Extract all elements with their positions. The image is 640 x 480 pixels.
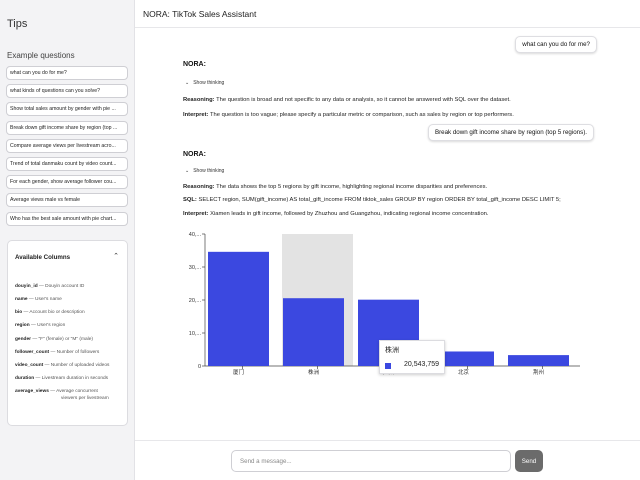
tooltip-title: 株洲: [385, 347, 399, 354]
chart-x-tick-label: 厦门: [233, 368, 244, 376]
column-item: follower_count — Number of followers: [15, 350, 100, 355]
column-name: bio: [15, 310, 23, 315]
chart-bar: [283, 298, 344, 366]
reasoning-label: Reasoning:: [183, 97, 215, 103]
chevron-down-icon: ⌄: [185, 168, 190, 174]
chevron-up-icon[interactable]: ⌃: [113, 253, 119, 260]
column-name: video_count: [15, 363, 44, 368]
user-message-bubble: Break down gift income share by region (…: [427, 124, 594, 141]
column-item: gender — "F" (female) or "M" (male): [15, 337, 94, 342]
example-question-button[interactable]: Trend of total danmaku count by video co…: [6, 156, 128, 171]
chart-tooltip: 株洲 20,543,759: [379, 340, 445, 374]
reasoning-text: Reasoning: The data shows the top 5 regi…: [183, 184, 623, 191]
column-item: name — User's name: [15, 297, 62, 302]
chart-x-tick-label: 株洲: [308, 368, 320, 376]
show-thinking-label: Show thinking: [193, 168, 225, 174]
column-name: douyin_id: [15, 284, 38, 289]
column-item: douyin_id — Douyin account ID: [15, 284, 85, 289]
example-question-button[interactable]: Compare average views per livestream acr…: [6, 138, 128, 153]
example-questions-list: what can you do for me? what kinds of qu…: [6, 66, 128, 230]
sql-body: SELECT region, SUM(gift_income) AS total…: [198, 197, 561, 203]
column-item: region — User's region: [15, 323, 66, 328]
interpret-body: The question is too vague; please specif…: [209, 112, 514, 118]
header: NORA: TikTok Sales Assistant: [135, 0, 640, 28]
chart-x-tick-label: 荆州: [533, 368, 544, 376]
message-input[interactable]: [231, 450, 511, 472]
chevron-down-icon: ⌄: [185, 80, 190, 86]
show-thinking-label: Show thinking: [193, 80, 225, 86]
column-item-continuation: viewers per livestream: [15, 396, 123, 402]
tooltip-swatch: [385, 363, 391, 369]
available-columns-panel: Available Columns ⌃ douyin_id — Douyin a…: [7, 240, 128, 426]
bar-chart: 40,...30,...20,...10,...0厦门株洲广州北京荆州 株洲 2…: [175, 224, 585, 384]
chart-bar: [508, 355, 569, 366]
column-item: average_views — Average concurrent: [15, 389, 98, 394]
example-question-button[interactable]: Show total sales amount by gender with p…: [6, 102, 128, 117]
reasoning-body: The question is broad and not specific t…: [216, 97, 511, 103]
reasoning-text: Reasoning: The question is broad and not…: [183, 97, 623, 104]
column-name: name: [15, 297, 28, 302]
chart-x-tick-label: 北京: [458, 368, 470, 376]
interpret-label: Interpret:: [183, 112, 209, 118]
interpret-label: Interpret:: [183, 211, 209, 217]
show-thinking-toggle[interactable]: ⌄ Show thinking: [185, 168, 224, 174]
example-question-button[interactable]: what kinds of questions can you solve?: [6, 84, 128, 99]
column-desc: Number of followers: [56, 350, 100, 355]
composer: Send: [135, 440, 640, 480]
column-item: video_count — Number of uploaded videos: [15, 363, 110, 368]
example-question-button[interactable]: Who has the best sale amount with pie ch…: [6, 211, 128, 226]
example-question-button[interactable]: what can you do for me?: [6, 66, 128, 80]
available-columns-title: Available Columns: [15, 254, 71, 261]
chart-y-tick-label: 0: [198, 364, 201, 370]
reasoning-body: The data shows the top 5 regions by gift…: [216, 184, 488, 190]
tooltip-value: 20,543,759: [404, 361, 440, 368]
interpret-text: Interpret: Xiamen leads in gift income, …: [183, 211, 623, 218]
example-question-button[interactable]: Break down gift income share by region (…: [6, 120, 128, 135]
assistant-label: NORA:: [183, 151, 206, 158]
column-desc: User's name: [35, 297, 62, 302]
column-item: duration — Livestream duration in second…: [15, 376, 109, 381]
interpret-text: Interpret: The question is too vague; pl…: [183, 112, 623, 119]
column-desc: Average concurrent: [56, 389, 98, 394]
sidebar: Tips Example questions what can you do f…: [0, 0, 135, 480]
column-name: follower_count: [15, 350, 50, 355]
column-desc: Number of uploaded videos: [50, 363, 110, 368]
column-name: duration: [15, 376, 35, 381]
column-item: bio — Account bio or description: [15, 310, 85, 315]
example-question-button[interactable]: For each gender, show average follower c…: [6, 175, 128, 190]
example-questions-label: Example questions: [7, 51, 75, 60]
assistant-label: NORA:: [183, 61, 206, 68]
column-desc: viewers per livestream: [61, 396, 109, 401]
main-chat: NORA: TikTok Sales Assistant what can yo…: [135, 0, 640, 480]
column-desc: Livestream duration in seconds: [41, 376, 109, 381]
reasoning-label: Reasoning:: [183, 184, 215, 190]
chart-y-tick-label: 40,...: [189, 232, 202, 238]
column-desc: Douyin account ID: [45, 284, 85, 289]
column-desc: User's region: [37, 323, 66, 328]
chart-y-tick-label: 30,...: [189, 265, 202, 271]
chart-bar: [433, 351, 494, 366]
sidebar-title: Tips: [7, 18, 28, 30]
example-question-button[interactable]: Average views male vs female: [6, 193, 128, 208]
column-name: average_views: [15, 389, 49, 394]
sql-text: SQL: SELECT region, SUM(gift_income) AS …: [183, 197, 623, 204]
send-button[interactable]: Send: [515, 450, 543, 472]
column-desc: "F" (female) or "M" (male): [38, 337, 94, 342]
page-title: NORA: TikTok Sales Assistant: [143, 9, 257, 19]
sql-label: SQL:: [183, 197, 197, 203]
chart-y-tick-label: 10,...: [189, 331, 202, 337]
user-message-bubble: what can you do for me?: [515, 36, 597, 53]
column-name: region: [15, 323, 30, 328]
chart-y-tick-label: 20,...: [189, 298, 202, 304]
column-desc: Account bio or description: [29, 310, 85, 315]
column-name: gender: [15, 337, 31, 342]
chart-bar: [208, 251, 269, 366]
interpret-body: Xiamen leads in gift income, followed by…: [210, 211, 489, 217]
show-thinking-toggle[interactable]: ⌄ Show thinking: [185, 80, 224, 86]
